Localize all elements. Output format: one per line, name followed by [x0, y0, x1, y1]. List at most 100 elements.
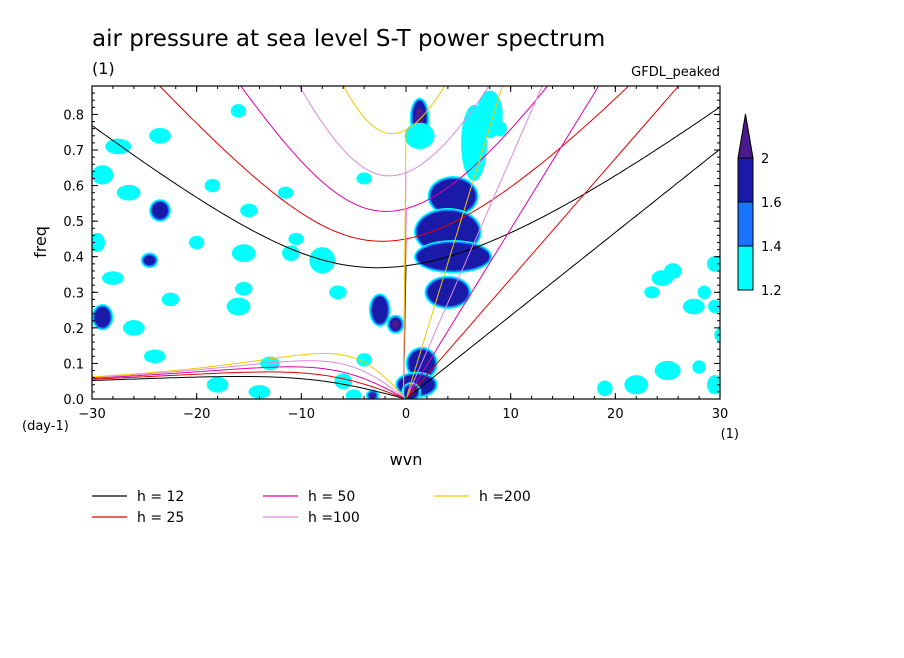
contour-blob: [697, 285, 711, 300]
y-tick-label: 0.5: [63, 215, 84, 230]
colorbar-segment: [737, 157, 754, 203]
x-axis-label: wvn: [390, 450, 423, 469]
contour-blob: [493, 120, 507, 137]
y-tick-label: 0.4: [63, 251, 84, 266]
contour-blob: [240, 203, 258, 218]
kelvin-line: [405, 86, 543, 399]
x-tick-label: 0: [402, 407, 410, 422]
legend-label: h = 50: [308, 489, 355, 505]
y-unit-label: (day-1): [22, 419, 69, 434]
y-tick-label: 0.2: [63, 322, 84, 337]
x-tick-label: 30: [712, 407, 729, 422]
gravity-curve: [343, 86, 446, 135]
rossby-curve: [92, 172, 407, 399]
rossby-curve: [92, 238, 407, 399]
contour-blob: [708, 299, 720, 314]
x-tick-label: 20: [607, 407, 624, 422]
contour-blob: [122, 320, 145, 336]
contour-blob: [231, 244, 256, 263]
contour-blob: [161, 292, 180, 307]
kelvin-line: [405, 86, 680, 399]
contour-layer: [92, 90, 720, 399]
contour-blob: [230, 104, 247, 118]
kelvin-line: [405, 86, 600, 399]
colorbar-label: 1.6: [761, 196, 782, 211]
y-tick-label: 0.7: [63, 144, 84, 159]
x-unit-label: (1): [721, 427, 739, 442]
colorbar-arrow: [737, 113, 754, 159]
contour-blob: [226, 297, 251, 316]
colorbar: 1.2 1.4 1.6 2: [737, 113, 782, 299]
contour-blob: [288, 232, 304, 245]
y-tick-label: 0.0: [63, 393, 84, 408]
contour-blob: [692, 360, 706, 374]
contour-blob: [369, 393, 376, 398]
legend-label: h = 12: [137, 489, 184, 505]
kelvin-line: [405, 148, 720, 399]
contour-blob: [92, 165, 114, 185]
y-axis-label: freq: [31, 226, 50, 258]
contour-blob: [597, 380, 613, 397]
rossby-curve: [92, 265, 407, 399]
chart-title: air pressure at sea level S-T power spec…: [92, 26, 605, 52]
contour-blob: [149, 127, 171, 144]
contour-blob: [427, 278, 469, 307]
model-label: GFDL_peaked: [631, 65, 720, 80]
contour-blob: [143, 349, 166, 364]
contour-blob: [682, 298, 705, 315]
legend-label: h =100: [308, 510, 360, 526]
x-tick-label: −10: [288, 407, 315, 422]
contour-blob: [430, 178, 476, 214]
contour-blob: [707, 375, 720, 395]
colorbar-label: 1.2: [761, 284, 782, 299]
rossby-curve: [92, 208, 407, 399]
contour-blob: [206, 376, 229, 393]
y-tick-label: 0.1: [63, 357, 84, 372]
x-tick-label: 10: [502, 407, 519, 422]
legend: h = 12 h = 25 h = 50 h =100 h =200: [92, 489, 531, 526]
contour-blob: [371, 296, 388, 324]
legend-label: h =200: [479, 489, 531, 505]
chart-subtitle: (1): [92, 59, 115, 78]
contour-blob: [234, 281, 253, 296]
kelvin-line: [405, 86, 503, 399]
colorbar-label: 2: [761, 152, 769, 167]
contour-blob: [356, 172, 372, 185]
contour-blob: [356, 353, 372, 367]
x-tick-label: −30: [78, 407, 105, 422]
axis-ticks: −30 −20 −10 0 10 20 30 0.0 0.1 0.2 0.3 0.4 0.5 0.6 0.7…: [63, 86, 728, 422]
contour-blob: [391, 320, 400, 329]
legend-label: h = 25: [137, 510, 184, 526]
contour-blob: [188, 235, 205, 250]
colorbar-segment: [737, 201, 754, 247]
y-tick-label: 0.3: [63, 286, 84, 301]
contour-blob: [143, 255, 156, 266]
contour-blob: [92, 232, 105, 253]
contour-blob: [105, 138, 132, 155]
contour-blob: [116, 184, 141, 201]
colorbar-label: 1.4: [761, 240, 782, 255]
y-tick-label: 0.8: [63, 108, 84, 123]
contour-blob: [334, 373, 352, 390]
contour-blob: [644, 286, 660, 299]
contour-blob: [707, 256, 720, 272]
dispersion-curves: [92, 86, 720, 399]
contour-blob: [404, 122, 435, 149]
contour-blob: [204, 178, 221, 193]
contour-blob: [654, 360, 681, 381]
y-tick-label: 0.6: [63, 180, 84, 195]
contour-blob: [329, 285, 347, 300]
contour-blob: [345, 389, 362, 399]
contour-blob: [282, 245, 300, 262]
contour-blob: [152, 202, 168, 219]
contour-blob: [664, 263, 682, 279]
rossby-curve: [92, 129, 407, 398]
colorbar-segment: [737, 245, 754, 291]
contour-blob: [94, 307, 111, 328]
contour-blob: [102, 271, 124, 285]
contour-blob: [624, 375, 649, 395]
x-tick-label: −20: [183, 407, 210, 422]
contour-blob: [277, 186, 294, 199]
